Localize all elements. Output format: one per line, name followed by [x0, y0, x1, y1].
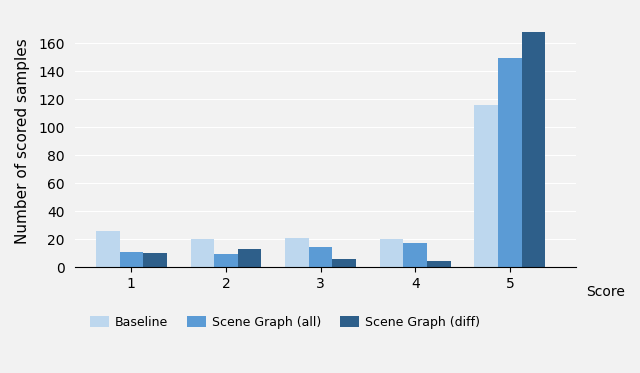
- Bar: [332, 258, 356, 267]
- Bar: [214, 254, 238, 267]
- Bar: [380, 239, 403, 267]
- Bar: [96, 231, 120, 267]
- Bar: [120, 252, 143, 267]
- Text: Score: Score: [586, 285, 625, 299]
- Bar: [143, 253, 167, 267]
- Bar: [522, 32, 545, 267]
- Bar: [309, 247, 332, 267]
- Bar: [285, 238, 309, 267]
- Bar: [403, 243, 427, 267]
- Bar: [427, 261, 451, 267]
- Legend: Baseline, Scene Graph (all), Scene Graph (diff): Baseline, Scene Graph (all), Scene Graph…: [85, 311, 485, 334]
- Bar: [498, 59, 522, 267]
- Bar: [474, 104, 498, 267]
- Bar: [191, 239, 214, 267]
- Bar: [238, 249, 262, 267]
- Y-axis label: Number of scored samples: Number of scored samples: [15, 38, 30, 244]
